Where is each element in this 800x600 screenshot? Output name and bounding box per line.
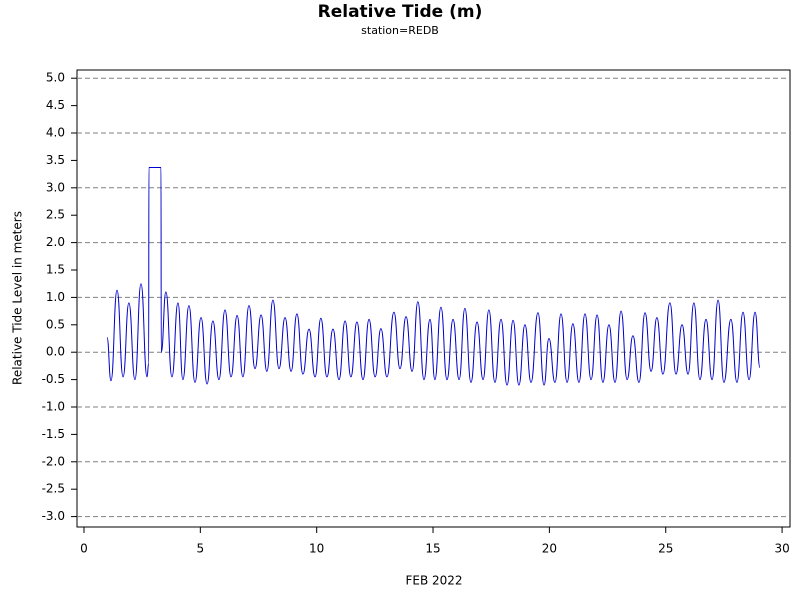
y-tick-label: 5.0 <box>46 71 65 85</box>
y-tick-label: 3.0 <box>46 180 65 194</box>
chart-title: Relative Tide (m) <box>318 2 483 22</box>
x-tick-label: 0 <box>80 542 88 556</box>
tide-line <box>106 167 761 386</box>
y-tick-label: -3.0 <box>42 509 65 523</box>
x-tick-label: 30 <box>774 542 789 556</box>
y-tick-label: -2.5 <box>42 482 65 496</box>
x-tick-label: 5 <box>197 542 205 556</box>
y-tick-label: -1.5 <box>42 427 65 441</box>
y-tick-label: -1.0 <box>42 399 65 413</box>
y-tick-label: 0.5 <box>46 317 65 331</box>
y-tick-label: 2.5 <box>46 208 65 222</box>
y-tick-label: -0.5 <box>42 372 65 386</box>
y-tick-label: 2.0 <box>46 235 65 249</box>
y-tick-label: 4.0 <box>46 126 65 140</box>
chart-subtitle: station=REDB <box>361 24 439 37</box>
x-tick-label: 20 <box>542 542 557 556</box>
y-tick-label: 1.5 <box>46 263 65 277</box>
x-tick-label: 10 <box>309 542 324 556</box>
y-axis-label: Relative Tide Level in meters <box>11 211 25 385</box>
y-tick-label: 3.5 <box>46 153 65 167</box>
y-tick-label: -2.0 <box>42 454 65 468</box>
y-tick-label: 1.0 <box>46 290 65 304</box>
y-tick-label: 0.0 <box>46 345 65 359</box>
y-tick-label: 4.5 <box>46 98 65 112</box>
x-tick-label: 25 <box>658 542 673 556</box>
plot-frame <box>76 69 791 528</box>
x-tick-label: 15 <box>425 542 440 556</box>
x-axis-label: FEB 2022 <box>405 574 462 588</box>
